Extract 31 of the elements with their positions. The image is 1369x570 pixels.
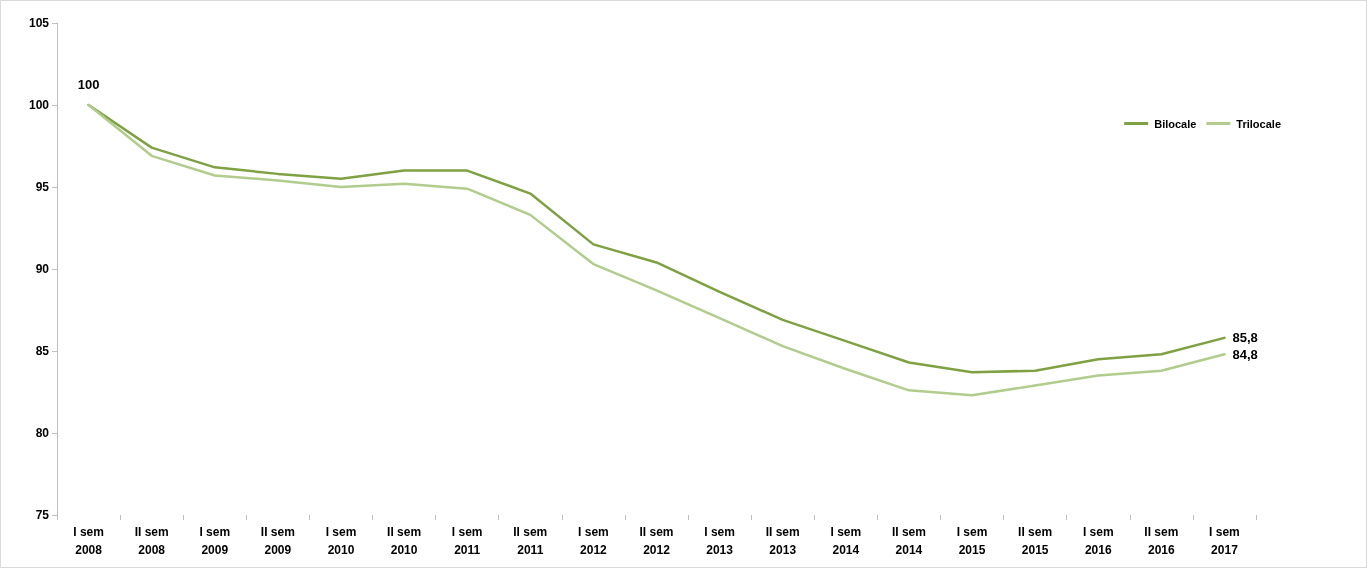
y-tick-label: 105 [28, 16, 50, 30]
x-tick-label: I sem 2010 [325, 525, 357, 557]
y-tick-label: 80 [35, 426, 50, 440]
x-tick-label: II sem 2013 [765, 525, 800, 557]
x-tick-label: II sem 2015 [1018, 525, 1053, 557]
x-tick-label: II sem 2009 [260, 525, 295, 557]
data-label: 100 [77, 77, 100, 92]
y-tick-label: 75 [35, 508, 50, 522]
x-tick-label: I sem 2014 [830, 525, 862, 557]
x-tick-label: I sem 2011 [451, 525, 483, 557]
data-label: 85,8 [1232, 330, 1258, 346]
y-tick-label: 100 [28, 98, 50, 112]
x-tick-label: II sem 2016 [1144, 525, 1179, 557]
y-tick-label: 85 [35, 344, 50, 358]
x-tick-label: I sem 2009 [199, 525, 231, 557]
x-tick-label: I sem 2013 [704, 525, 735, 557]
legend-label: Trilocale [1236, 117, 1282, 130]
y-tick-label: 95 [35, 180, 50, 194]
x-tick-label: I sem 2016 [1082, 525, 1114, 557]
x-tick-label: II sem 2014 [891, 525, 926, 557]
x-tick-label: I sem 2015 [956, 525, 988, 557]
x-tick-label: I sem 2012 [578, 525, 609, 557]
x-tick-label: II sem 2010 [387, 525, 422, 557]
x-tick-label: I sem 2017 [1209, 525, 1240, 557]
data-label: 84,8 [1232, 346, 1258, 362]
x-tick-label: I sem 2008 [73, 525, 104, 557]
x-tick-label: II sem 2008 [134, 525, 169, 557]
x-tick-label: II sem 2012 [639, 525, 674, 557]
x-tick-label: II sem 2011 [513, 525, 548, 557]
legend-label: Bilocale [1154, 117, 1197, 130]
y-tick-label: 90 [35, 262, 50, 276]
